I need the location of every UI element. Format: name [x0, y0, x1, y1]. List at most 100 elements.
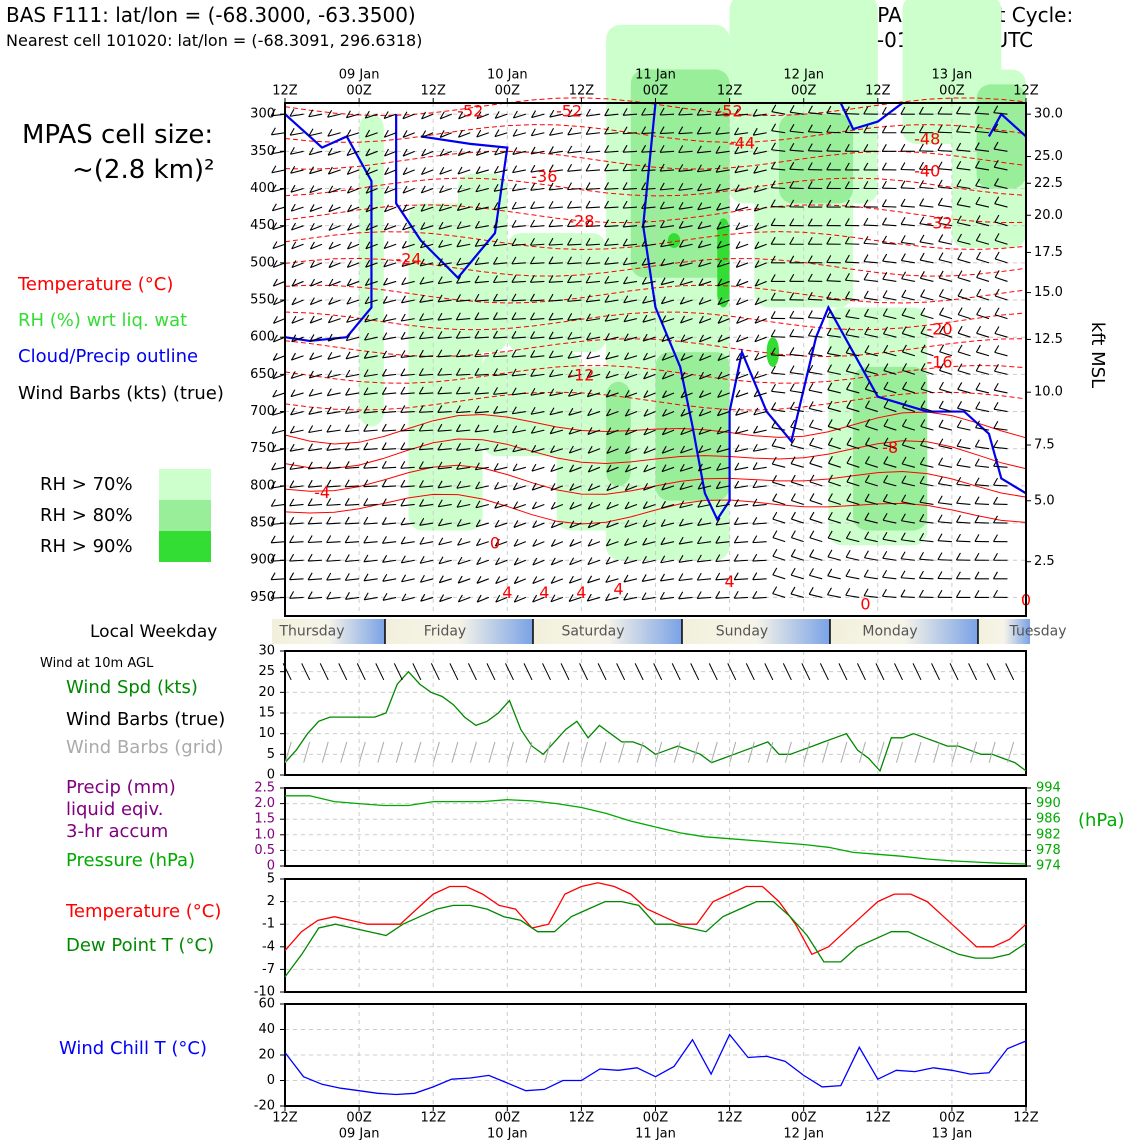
wind-barb-shaft [493, 410, 508, 414]
wind-barb-shaft [604, 169, 619, 172]
wind-barb-flag [271, 462, 277, 471]
wind-barb-shaft [419, 522, 434, 526]
wind-barb-shaft [384, 187, 397, 194]
wind-barb-shaft [920, 407, 934, 413]
wind-barb-flag [532, 539, 538, 547]
wind-barb-flag [456, 275, 462, 284]
surface-wind-barb-true [764, 663, 774, 681]
wind-barb-shaft [401, 578, 415, 583]
wind-barb-flag [643, 371, 649, 380]
cell-size-line-1: MPAS cell size: [22, 120, 214, 150]
wind-panel-ytick-label: 25 [258, 664, 275, 679]
wind-barb-shaft [530, 150, 545, 155]
wind-barb-shaft [400, 522, 415, 526]
wind-barb-flag [455, 424, 461, 432]
wind-barb-shaft [697, 485, 712, 490]
wind-barb-flag [290, 352, 296, 361]
wind-barb-flag [678, 591, 684, 600]
surface-wind-barb-grid [840, 741, 848, 763]
top-day-label: 11 Jan [635, 68, 676, 83]
bottom-day-label: 09 Jan [339, 1127, 380, 1140]
wind-barb-shaft [623, 132, 638, 135]
wind-barb-flag [846, 400, 852, 409]
wind-barb-shaft [754, 336, 767, 343]
wind-barb-flag [474, 239, 480, 247]
wind-barb-flag [826, 199, 832, 208]
wind-barb-flag [826, 143, 832, 152]
wind-barb-shaft [511, 262, 526, 265]
wind-barb-flag [381, 442, 387, 450]
wind-barb-flag [734, 146, 740, 154]
wind-barb-flag [752, 572, 758, 580]
wind-barb-shaft [790, 408, 804, 413]
wind-barb-shaft [531, 132, 545, 137]
wind-barb-flag [567, 275, 573, 283]
wind-barb-shaft [717, 336, 730, 343]
wind-barb-flag [532, 520, 538, 528]
wind-barb-flag [994, 196, 1000, 204]
wind-barb-shaft [512, 150, 526, 155]
wind-barb-flag [641, 555, 647, 564]
cloud-outline-2 [395, 114, 509, 280]
wind-barb-flag [717, 371, 723, 380]
wind-barb-shaft [865, 407, 878, 413]
wind-barb-flag [882, 531, 888, 540]
wind-barb-shaft [493, 225, 508, 229]
wind-barb-flag [900, 235, 906, 243]
wind-barb-flag [678, 126, 684, 134]
wind-barb-shaft [456, 373, 471, 376]
wind-barb-shaft [382, 578, 397, 582]
wind-barb-shaft [495, 113, 508, 119]
wind-barb-flag [643, 427, 649, 436]
wind-barb-flag [807, 181, 813, 189]
wind-barb-flag [569, 501, 575, 510]
wind-barb-flag [974, 590, 980, 598]
surface-wind-barb-true [542, 663, 551, 681]
wind-barb-flag [844, 218, 850, 226]
surface-wind-barb-grid [1007, 741, 1015, 763]
surface-wind-barb-grid [377, 741, 385, 763]
wind-barb-shaft [957, 314, 971, 320]
wind-barb-flag [474, 220, 480, 229]
wind-barb-shaft [698, 429, 712, 435]
wind-barb-shaft [382, 596, 397, 601]
wind-barb-flag [772, 586, 778, 594]
wind-barb-flag [512, 110, 518, 119]
temp-panel-ytick-label: -10 [254, 985, 275, 1000]
wind-barb-flag [679, 482, 685, 490]
wind-barb-shaft [421, 169, 434, 176]
wind-barb-shaft [845, 334, 860, 338]
wind-barb-shaft [901, 296, 915, 301]
wind-barb-flag [697, 202, 703, 210]
wind-barb-flag [735, 353, 741, 361]
wind-barb-shaft [809, 537, 823, 543]
wind-barb-shaft [328, 206, 341, 213]
wind-barb-flag [697, 463, 703, 472]
wind-barb-shaft [456, 280, 471, 284]
wind-barb-flag [494, 500, 500, 509]
wind-barb-flag [807, 218, 813, 226]
wind-barb-shaft [567, 299, 582, 302]
wind-barb-flag [659, 201, 665, 210]
wind-barb-shaft [458, 150, 471, 157]
surface-wind-barb-grid [432, 741, 440, 763]
wind-barb-flag [900, 198, 906, 207]
bottom-day-label: 12 Jan [783, 1127, 824, 1140]
wind-barb-flag [569, 539, 575, 547]
wind-barb-shaft [994, 203, 1008, 208]
wind-barb-flag [623, 295, 629, 303]
wind-barb-flag [715, 554, 721, 562]
wind-barb-shaft [514, 578, 527, 585]
wind-barb-flag [606, 408, 611, 417]
wind-barb-flag [346, 129, 352, 137]
wind-barb-shaft [660, 243, 675, 248]
wind-barb-shaft [845, 316, 860, 320]
dew-point-line [284, 900, 1027, 978]
wind-barb-flag [492, 275, 498, 283]
wind-barb-shaft [532, 541, 545, 547]
wind-barb-shaft [586, 132, 600, 135]
wind-barb-shaft [474, 392, 489, 395]
isotherm [284, 284, 1027, 304]
wind-barb-shaft [863, 224, 878, 227]
wind-barb-shaft [437, 429, 452, 432]
